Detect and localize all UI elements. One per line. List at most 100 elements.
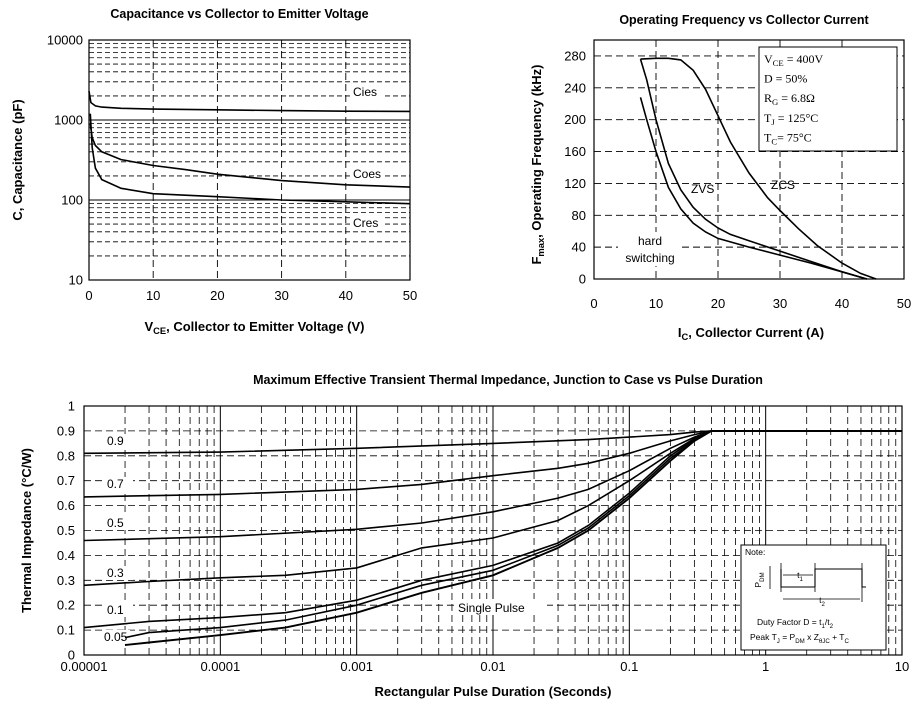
duty-label-bg [102, 630, 130, 644]
x-tick-label: 0 [85, 288, 92, 303]
duty-label: 0.3 [107, 566, 124, 580]
x-tick-label: 10 [649, 296, 663, 311]
condition-line-part: = 6.8Ω [778, 91, 815, 105]
y-tick-label: 40 [572, 240, 586, 255]
note-pdm-part: DM [759, 572, 766, 582]
x-axis-label-part: , Collector to Emitter Voltage (V) [166, 319, 364, 334]
series-line-hard-switching [639, 97, 868, 280]
note-peak-formula-part: J [777, 638, 780, 645]
duty-label-bg [105, 566, 133, 580]
y-tick-label: 0.4 [57, 548, 75, 563]
y-axis-label-part: F [529, 257, 544, 265]
duty-label-bg [105, 434, 133, 448]
note-pdm: PDM [753, 572, 766, 587]
note-peak-formula-part: θJC [819, 638, 830, 645]
condition-line-part: = 75°C [777, 130, 812, 144]
y-tick-label: 240 [564, 80, 586, 95]
y-tick-label: 0 [579, 272, 586, 287]
y-tick-label: 0.7 [57, 473, 75, 488]
duty-label-bg [105, 516, 133, 530]
note-duty-factor-part: t [819, 617, 822, 627]
y-tick-label: 80 [572, 208, 586, 223]
chart-title: Capacitance vs Collector to Emitter Volt… [110, 7, 368, 21]
series-label-cies: Cies [353, 85, 377, 99]
curve-label-zvs: ZVS [691, 182, 714, 196]
y-tick-label: 0.8 [57, 448, 75, 463]
condition-line: TC= 75°C [764, 130, 812, 146]
y-tick-label: 200 [564, 112, 586, 127]
y-tick-label: 0.1 [57, 623, 75, 638]
y-axis-label: Thermal Impedance (°C/W) [19, 448, 34, 613]
series-line-cies [88, 90, 411, 113]
note-title: Note: [745, 547, 765, 557]
plot-frame [88, 39, 411, 281]
x-tick-label: 20 [711, 296, 725, 311]
series-line-Single-Pulse [124, 429, 902, 646]
x-axis-label-part: V [144, 319, 153, 334]
x-axis-label-part: , Collector Current (A) [688, 325, 824, 340]
conditions-box [758, 46, 898, 152]
series-line-cres [89, 113, 411, 205]
note-duty-factor-part: t [827, 617, 830, 627]
x-tick-label: 50 [897, 296, 911, 311]
curve-label-zcs: ZCS [771, 178, 795, 192]
thermal-impedance-chart: 0 0.1 0.2 0.3 0.4 0.5 0.6 0.7 0.8 0.9 1 0.00001 0.00… [19, 373, 909, 699]
condition-line-part: V [764, 52, 773, 66]
note-duty-factor-part: / [825, 617, 828, 627]
condition-line-part: C [771, 136, 777, 146]
note-peak-formula-part: C [845, 638, 850, 645]
condition-line-part: G [772, 97, 778, 107]
curve-label-switching: switching [625, 251, 674, 265]
note-duty-factor: Duty Factor D = t1/t2 [757, 617, 834, 630]
condition-line-part: CE [773, 58, 784, 68]
series-label-bg [351, 167, 385, 181]
x-axis-label-part: CE [153, 326, 166, 336]
duty-label: 0.05 [104, 630, 128, 644]
condition-line-part: = 125°C [775, 111, 819, 125]
x-tick-label: 30 [274, 288, 288, 303]
note-peak-formula-part: = P [780, 632, 796, 642]
condition-line: D = 50% [764, 72, 807, 86]
note-peak-formula-part: Peak T [750, 632, 777, 642]
y-tick-label: 10000 [47, 33, 83, 48]
y-tick-label: 100 [61, 193, 83, 208]
series-label-cres: Cres [353, 216, 378, 230]
series-line-ZCS [640, 57, 877, 280]
x-tick-label: 0.1 [620, 659, 638, 674]
y-tick-label: 0.5 [57, 523, 75, 538]
note-t2-part: t [819, 595, 822, 605]
condition-line-part: T [764, 111, 772, 125]
condition-line-part: D = 50% [764, 72, 807, 86]
condition-line-part: T [764, 130, 772, 144]
chart-title: Operating Frequency vs Collector Current [619, 13, 869, 27]
single-pulse-label-bg [455, 599, 547, 615]
y-axis-label-part: max [536, 237, 546, 257]
note-t1: t1 [797, 570, 803, 583]
x-tick-label: 20 [210, 288, 224, 303]
note-peak-formula-part: x Z [805, 632, 819, 642]
note-pdm-part: P [753, 582, 763, 588]
series-label-bg [351, 216, 385, 230]
x-axis-label: IC, Collector Current (A) [678, 325, 824, 342]
y-tick-label: 0.9 [57, 423, 75, 438]
x-tick-label: 1 [762, 659, 769, 674]
series-label-coes: Coes [353, 167, 381, 181]
note-t1-part: t [797, 570, 800, 580]
plot-frame [593, 39, 905, 280]
series-label-bg [351, 85, 385, 99]
single-pulse-label: Single Pulse [458, 601, 525, 615]
note-peak-formula: Peak TJ = PDM x ZθJC + TC [750, 632, 850, 645]
x-tick-label: 10 [146, 288, 160, 303]
y-tick-label: 1000 [54, 113, 83, 128]
curve-label-hard: hard [638, 234, 662, 248]
x-tick-label: 0.01 [480, 659, 505, 674]
note-t2-part: 2 [821, 601, 825, 608]
note-duty-factor-part: Duty Factor D = [757, 617, 819, 627]
note-duty-factor-part: 2 [830, 623, 834, 630]
condition-line-part: J [771, 117, 775, 127]
x-tick-label: 0.00001 [61, 659, 108, 674]
condition-line-part: = 400V [784, 52, 824, 66]
y-tick-label: 10 [69, 273, 83, 288]
